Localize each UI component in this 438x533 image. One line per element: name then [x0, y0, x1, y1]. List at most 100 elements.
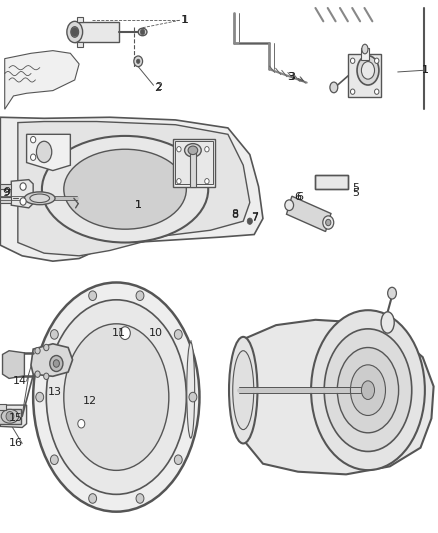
Polygon shape	[3, 351, 25, 378]
Ellipse shape	[46, 300, 186, 495]
Polygon shape	[0, 197, 11, 203]
Circle shape	[247, 218, 252, 224]
Bar	[75, 22, 119, 42]
Ellipse shape	[285, 200, 293, 211]
Text: 1: 1	[422, 66, 429, 75]
Circle shape	[350, 89, 355, 94]
Ellipse shape	[381, 312, 394, 333]
Ellipse shape	[323, 216, 334, 229]
Circle shape	[137, 59, 140, 63]
Text: 14: 14	[13, 376, 27, 386]
Ellipse shape	[138, 28, 147, 36]
Polygon shape	[0, 117, 263, 261]
Circle shape	[189, 392, 197, 402]
Ellipse shape	[361, 381, 374, 400]
Circle shape	[205, 179, 209, 184]
Text: 15: 15	[9, 414, 23, 423]
Text: 1: 1	[180, 15, 187, 25]
Circle shape	[44, 344, 49, 351]
Ellipse shape	[229, 337, 258, 443]
Ellipse shape	[337, 348, 399, 433]
Text: 2: 2	[155, 83, 162, 92]
Text: 7: 7	[251, 213, 258, 222]
Text: 6: 6	[294, 192, 301, 202]
Text: 13: 13	[48, 387, 62, 397]
Ellipse shape	[71, 27, 79, 37]
Ellipse shape	[311, 310, 425, 470]
Polygon shape	[27, 134, 71, 171]
Circle shape	[36, 392, 44, 402]
Circle shape	[35, 371, 40, 377]
Text: 1: 1	[135, 200, 142, 210]
Text: 3: 3	[288, 72, 295, 82]
Bar	[315, 175, 348, 189]
Circle shape	[174, 455, 182, 465]
Circle shape	[177, 147, 181, 152]
Circle shape	[6, 411, 14, 421]
Circle shape	[120, 327, 131, 340]
Circle shape	[141, 29, 145, 35]
Ellipse shape	[67, 21, 83, 43]
Polygon shape	[0, 405, 27, 427]
Circle shape	[134, 56, 143, 67]
Ellipse shape	[184, 144, 201, 157]
Bar	[190, 152, 196, 187]
Ellipse shape	[357, 55, 379, 85]
Bar	[0, 409, 21, 424]
Text: 1: 1	[181, 15, 188, 25]
Bar	[77, 17, 84, 22]
Ellipse shape	[1, 409, 19, 423]
Circle shape	[136, 494, 144, 503]
Polygon shape	[0, 184, 11, 189]
Ellipse shape	[64, 149, 186, 229]
Polygon shape	[286, 196, 331, 231]
Ellipse shape	[350, 365, 385, 416]
Text: 12: 12	[83, 396, 97, 406]
Bar	[0, 404, 6, 410]
Bar	[348, 54, 381, 97]
Ellipse shape	[388, 287, 396, 299]
Circle shape	[350, 58, 355, 63]
Text: 11: 11	[112, 328, 126, 338]
Circle shape	[177, 179, 181, 184]
Text: 5: 5	[353, 183, 360, 192]
Ellipse shape	[233, 351, 254, 430]
Circle shape	[89, 494, 97, 503]
Circle shape	[78, 419, 85, 428]
Circle shape	[374, 89, 379, 94]
Circle shape	[31, 136, 36, 143]
Text: 9: 9	[2, 188, 9, 198]
Ellipse shape	[187, 342, 194, 438]
Bar	[361, 48, 369, 60]
Ellipse shape	[362, 44, 368, 54]
Polygon shape	[11, 180, 33, 208]
Circle shape	[205, 147, 209, 152]
Text: 8: 8	[231, 210, 238, 220]
Text: 2: 2	[154, 83, 162, 93]
Ellipse shape	[64, 324, 169, 471]
Circle shape	[35, 348, 40, 354]
Text: 6: 6	[296, 192, 303, 202]
Ellipse shape	[330, 82, 338, 93]
Text: 5: 5	[352, 188, 359, 198]
Ellipse shape	[188, 146, 198, 155]
Text: 3: 3	[287, 72, 294, 82]
Ellipse shape	[30, 194, 49, 203]
Polygon shape	[18, 122, 250, 256]
Circle shape	[50, 329, 58, 339]
Circle shape	[20, 198, 26, 205]
Text: 9: 9	[3, 187, 10, 197]
Text: 16: 16	[9, 439, 23, 448]
Bar	[175, 141, 212, 184]
Polygon shape	[5, 51, 79, 109]
Text: 8: 8	[231, 209, 238, 219]
Circle shape	[20, 183, 26, 190]
Bar	[77, 42, 84, 47]
Circle shape	[31, 154, 36, 160]
Ellipse shape	[42, 136, 208, 243]
Bar	[173, 139, 215, 187]
Polygon shape	[31, 344, 73, 376]
Circle shape	[50, 356, 63, 372]
Circle shape	[174, 329, 182, 339]
Circle shape	[50, 455, 58, 465]
